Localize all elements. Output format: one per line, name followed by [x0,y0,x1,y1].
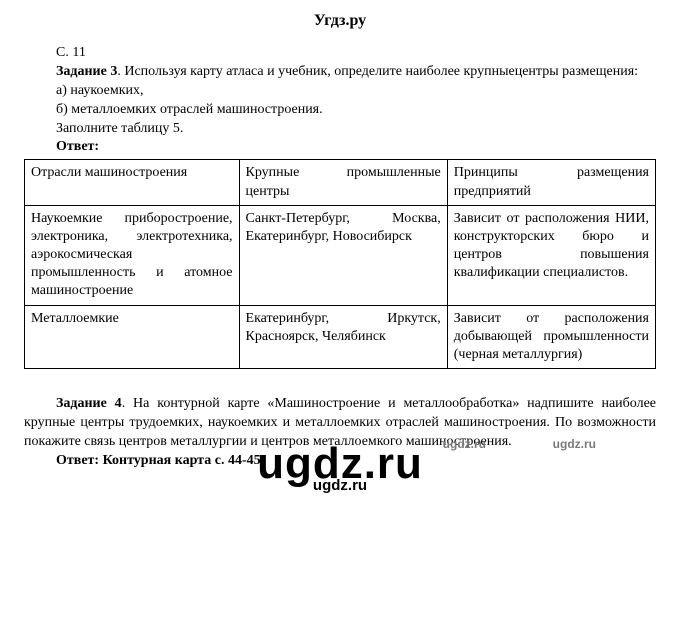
site-title: Угдз.ру [24,12,656,30]
task3-item-a: а) наукоемких, [24,82,656,101]
table-cell: Зависит от расположения НИИ, конструктор… [447,205,655,305]
table-cell: Зависит от расположения добывающей промы… [447,305,655,369]
table-row: Наукоемкие приборостроение, электроника,… [25,205,656,305]
table-header-cell: Принципы размещения предприятий [447,160,655,205]
task3-table: Отрасли машиностроения Крупные промышлен… [24,159,656,369]
table-cell: Наукоемкие приборостроение, электроника,… [25,205,240,305]
task3-answer-label: Ответ: [24,138,656,157]
task3-label: Задание 3 [56,64,117,79]
table-header-cell: Отрасли машиностроения [25,160,240,205]
page-container: Угдз.ру С. 11 Задание 3. Используя карту… [0,0,680,514]
footer-watermark: ugdz.ru [24,477,656,494]
table-wrapper: ugdz.ru Отрасли машиностроения Крупные п… [24,159,656,369]
task4-label: Задание 4 [56,396,122,411]
table-cell: Екатеринбург, Иркутск, Красноярск, Челяб… [239,305,447,369]
table-row: Металлоемкие Екатеринбург, Иркутск, Крас… [25,305,656,369]
task3-intro-rest: . Используя карту атласа и учебник, опре… [117,64,638,79]
table-cell: Санкт-Петербург, Москва, Екатеринбург, Н… [239,205,447,305]
task3-intro: Задание 3. Используя карту атласа и учеб… [24,63,656,82]
task4-answer: Ответ: Контурная карта с. 44-45 [24,452,656,471]
task3-item-b: б) металлоемких отраслей машиностроения. [24,101,656,120]
table-cell: Металлоемкие [25,305,240,369]
task3-fill: Заполните таблицу 5. [24,120,656,139]
task4-intro: Задание 4. На контурной карте «Машиностр… [24,395,656,452]
task4-block: ugdz.ru ugdz.ru Задание 4. На контурной … [24,395,656,471]
page-ref: С. 11 [24,44,656,63]
table-row: Отрасли машиностроения Крупные промышлен… [25,160,656,205]
table-header-cell: Крупные промышленные центры [239,160,447,205]
